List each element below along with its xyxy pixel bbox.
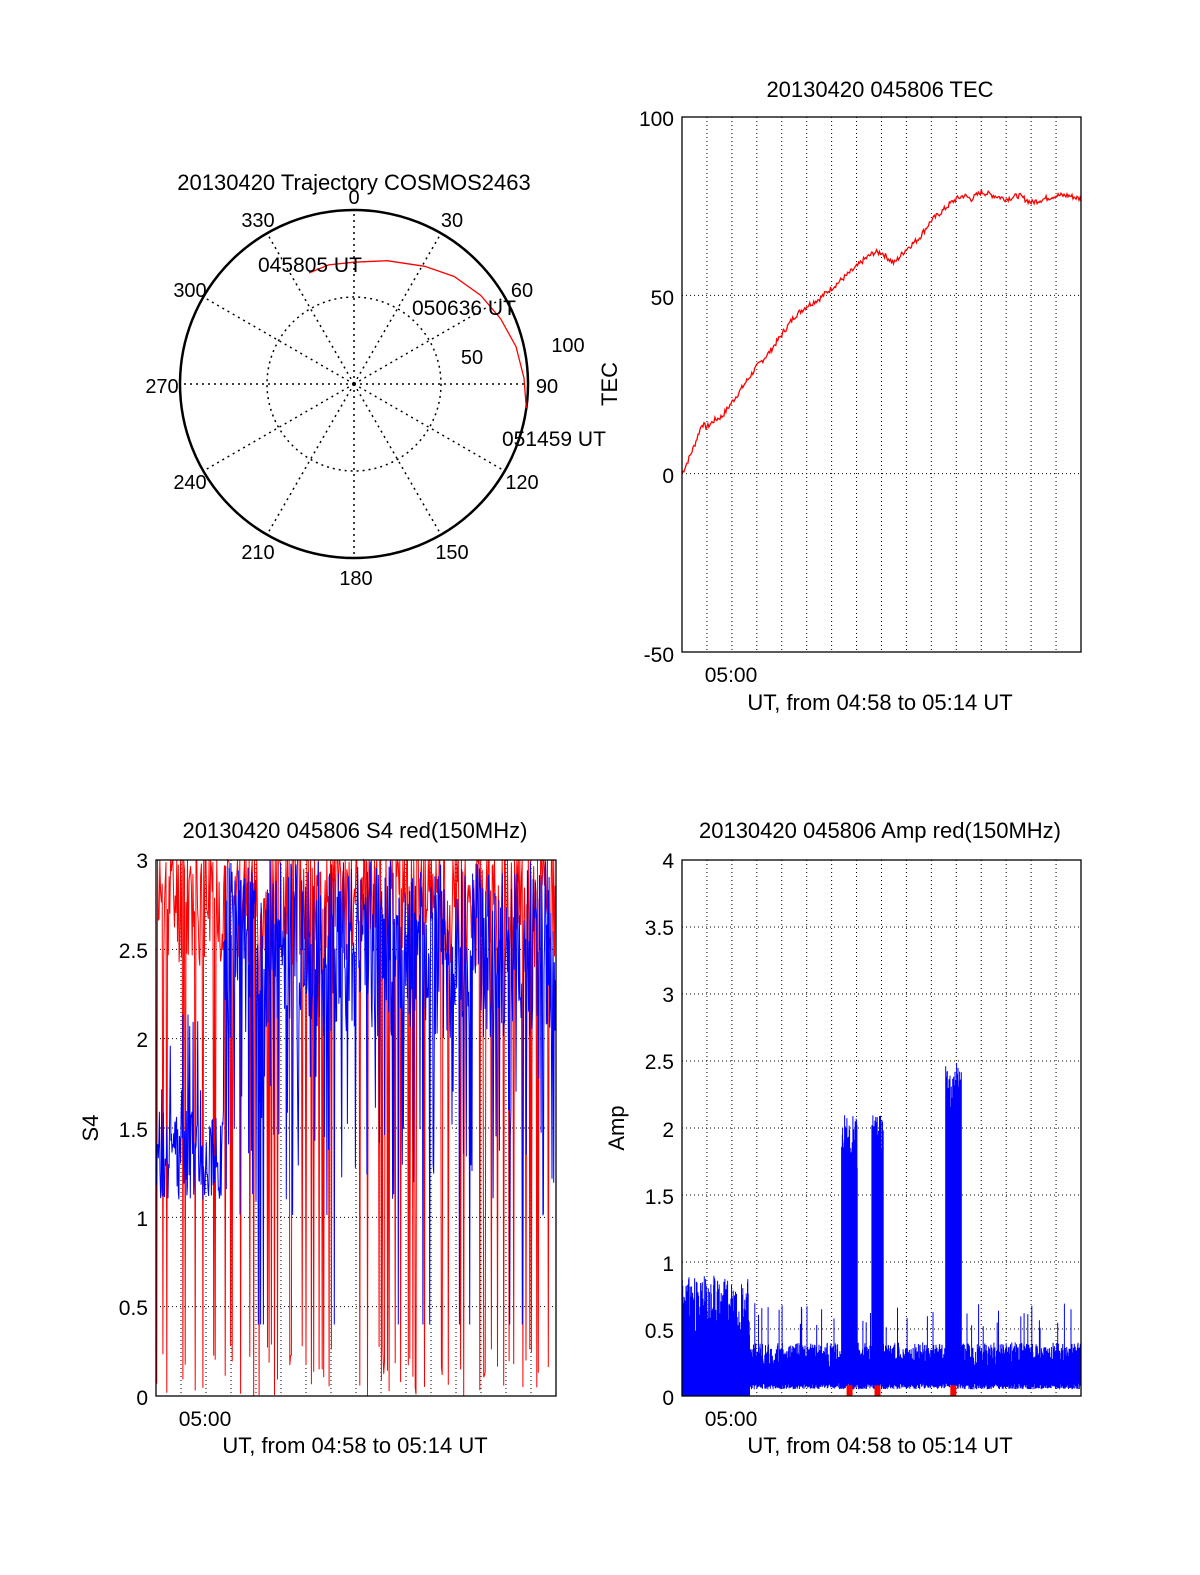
polar-az-label-270: 270: [145, 376, 178, 398]
trajectory-time-label-mid: 050636 UT: [412, 297, 516, 320]
polar-spoke-330: [266, 232, 355, 385]
tec-xtick-0500: 05:00: [705, 664, 758, 687]
trajectory-time-label-start: 045805 UT: [258, 254, 362, 277]
amp-ytick-2.5: 2.5: [645, 1051, 674, 1074]
polar-radial-label-50: 50: [461, 347, 483, 369]
s4-ytick-2.5: 2.5: [119, 940, 148, 963]
s4-plot-frame: [155, 859, 557, 1397]
trajectory-time-label-end: 051459 UT: [502, 428, 606, 451]
amp-ytick-2: 2: [662, 1119, 674, 1142]
polar-az-label-90: 90: [536, 376, 558, 398]
polar-spoke-240: [202, 383, 355, 472]
amp-ytick-0.5: 0.5: [645, 1320, 674, 1343]
polar-az-label-210: 210: [241, 542, 274, 564]
amp-ytick-3: 3: [662, 984, 674, 1007]
tec-ytick-100: 100: [639, 108, 674, 131]
polar-grid: [180, 210, 528, 558]
tec-series-line: [681, 189, 1082, 474]
tec-xlabel: UT, from 04:58 to 05:14 UT: [747, 690, 1012, 715]
amp-ytick-4: 4: [662, 850, 674, 873]
amp-xtick-0500: 05:00: [705, 1408, 758, 1431]
polar-radial-label-100: 100: [551, 335, 584, 357]
polar-spoke-300: [202, 296, 355, 385]
s4-xtick-0500: 05:00: [179, 1408, 232, 1431]
polar-inner-circle: [266, 296, 442, 472]
polar-title: 20130420 Trajectory COSMOS2463: [177, 170, 530, 195]
s4-ytick-0.5: 0.5: [119, 1297, 148, 1320]
polar-spoke-120: [353, 383, 506, 472]
polar-azimuth-labels: 0 30 60 90 120 150 180 210 240 270 300 330: [145, 187, 558, 590]
tec-plot-frame: [681, 116, 1082, 653]
amp-ytick-0: 0: [662, 1387, 674, 1410]
tec-ytick-0: 0: [662, 465, 674, 488]
amp-ytick-1.5: 1.5: [645, 1186, 674, 1209]
polar-outer-circle: [178, 208, 530, 560]
s4-ytick-1.5: 1.5: [119, 1119, 148, 1142]
s4-ytick-2: 2: [136, 1029, 148, 1052]
polar-az-label-0: 0: [348, 187, 359, 209]
polar-az-label-240: 240: [173, 472, 206, 494]
s4-ytick-1: 1: [136, 1208, 148, 1231]
amp-plot-frame: [681, 859, 1082, 1397]
tec-ylabel: TEC: [597, 362, 622, 406]
polar-az-label-180: 180: [339, 568, 372, 590]
s4-ytick-3: 3: [136, 850, 148, 873]
amp-ytick-3.5: 3.5: [645, 917, 674, 940]
s4-ytick-0: 0: [136, 1387, 148, 1410]
polar-az-label-150: 150: [435, 542, 468, 564]
s4-blue-line: [155, 860, 556, 1325]
polar-az-label-300: 300: [173, 280, 206, 302]
polar-spoke-30: [353, 232, 442, 385]
polar-spoke-150: [353, 383, 442, 536]
s4-title: 20130420 045806 S4 red(150MHz): [183, 818, 528, 843]
polar-panel: 20130420 Trajectory COSMOS2463 0 30 60 90 12…: [145, 170, 606, 590]
polar-az-label-330: 330: [241, 210, 274, 232]
s4-ylabel: S4: [78, 1115, 103, 1142]
tec-title: 20130420 045806 TEC: [766, 77, 993, 102]
amp-red-spike: [846, 1385, 853, 1396]
amp-panel: 20130420 045806 Amp red(150MHz) 4 3.5 3 …: [604, 818, 1082, 1458]
tec-ytick-neg50: -50: [644, 644, 674, 667]
tec-grid: [682, 117, 1081, 652]
s4-xlabel: UT, from 04:58 to 05:14 UT: [222, 1433, 487, 1458]
s4-panel: 20130420 045806 S4 red(150MHz) 3 2.5 2 1…: [78, 818, 557, 1458]
polar-az-label-30: 30: [441, 210, 463, 232]
polar-az-label-120: 120: [505, 472, 538, 494]
amp-ylabel: Amp: [604, 1105, 629, 1150]
amp-red-spike: [950, 1385, 957, 1396]
polar-spoke-210: [266, 383, 355, 536]
polar-az-label-60: 60: [511, 280, 533, 302]
tec-ytick-50: 50: [651, 287, 674, 310]
tec-panel: 20130420 045806 TEC 100 50 0 -50 TEC 05:…: [597, 77, 1082, 715]
polar-spoke-60: [353, 296, 506, 385]
amp-red-spike: [874, 1385, 881, 1396]
amp-xlabel: UT, from 04:58 to 05:14 UT: [747, 1433, 1012, 1458]
trajectory-line: [308, 260, 527, 409]
amp-title: 20130420 045806 Amp red(150MHz): [699, 818, 1061, 843]
amp-ytick-1: 1: [662, 1253, 674, 1276]
